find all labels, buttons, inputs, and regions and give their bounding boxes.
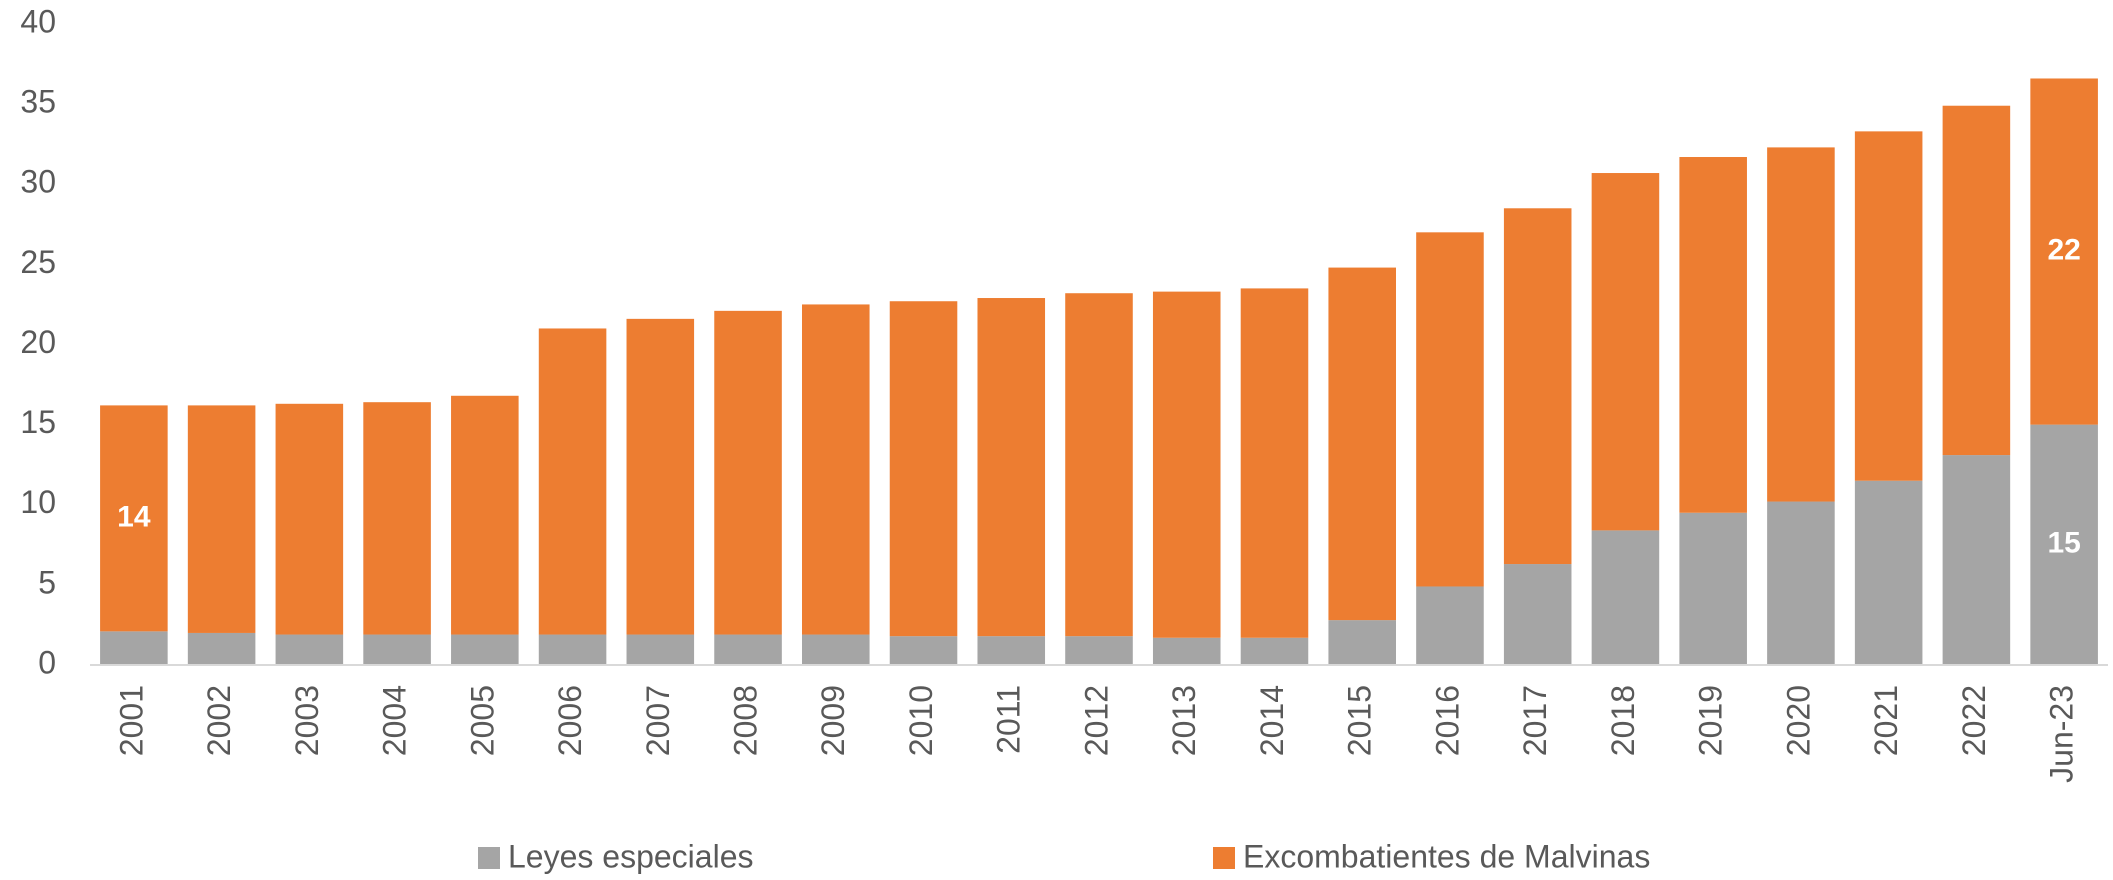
x-tick-label: 2007 — [640, 685, 676, 756]
bar-segment — [363, 634, 431, 665]
bar-segment — [1152, 637, 1221, 665]
bar-segment — [977, 636, 1046, 665]
bar-segment — [1854, 131, 1923, 481]
x-tick-label: 2009 — [815, 685, 851, 756]
bar-segment — [1942, 455, 2011, 665]
bar-segment — [2030, 78, 2098, 425]
bar-segment — [100, 631, 168, 665]
bar-segment — [1854, 480, 1923, 665]
x-tick-label: 2022 — [1956, 685, 1992, 756]
bar-segment — [1416, 232, 1484, 587]
bar-segment — [1240, 288, 1309, 638]
x-tick-label: 2021 — [1868, 685, 1904, 756]
bar-segment — [1328, 267, 1396, 621]
x-tick-label: 2012 — [1078, 685, 1114, 756]
y-tick-label: 30 — [20, 164, 56, 200]
y-tick-label: 40 — [20, 3, 56, 39]
bar-segment — [1767, 147, 1835, 502]
bar-segment — [889, 636, 958, 665]
legend-label: Excombatientes de Malvinas — [1243, 838, 1650, 874]
x-tick-label: 2002 — [201, 685, 237, 756]
bar-segment — [187, 405, 256, 633]
bar-segment — [626, 318, 695, 635]
data-label: 22 — [2047, 233, 2080, 266]
bar-segment — [1416, 586, 1484, 665]
x-tick-label: 2016 — [1429, 685, 1465, 756]
bar-segment — [889, 301, 958, 637]
y-tick-label: 5 — [38, 564, 56, 600]
bar-segment — [1065, 293, 1133, 637]
bar-segment — [1679, 157, 1747, 513]
y-tick-label: 20 — [20, 324, 56, 360]
x-tick-label: 2005 — [464, 685, 500, 756]
bar-segment — [538, 328, 607, 635]
bar-segment — [1679, 512, 1747, 665]
bar-segment — [1328, 620, 1396, 665]
x-tick-label: 2010 — [903, 685, 939, 756]
x-tick-label: 2017 — [1517, 685, 1553, 756]
data-label: 15 — [2047, 527, 2080, 560]
bar-segment — [1591, 530, 1660, 665]
y-tick-label: 35 — [20, 84, 56, 120]
bar-segment — [802, 304, 870, 635]
bar-segment — [714, 634, 782, 665]
bar-segment — [538, 634, 607, 665]
legend-swatch — [478, 847, 500, 869]
bar-segment — [977, 298, 1046, 637]
x-tick-label: Jun-23 — [2044, 685, 2080, 783]
bar-segment — [363, 402, 431, 635]
bar-segment — [275, 634, 344, 665]
bar-segment — [187, 632, 256, 665]
x-tick-label: 2019 — [1693, 685, 1729, 756]
x-tick-label: 2008 — [727, 685, 763, 756]
bar-segment — [1240, 637, 1309, 665]
y-tick-label: 0 — [38, 644, 56, 680]
bar-segment — [1942, 105, 2011, 456]
legend-label: Leyes especiales — [508, 838, 753, 874]
bar-segment — [802, 634, 870, 665]
y-tick-label: 10 — [20, 484, 56, 520]
bar-segment — [1503, 564, 1572, 665]
y-tick-label: 15 — [20, 404, 56, 440]
bar-segment — [451, 395, 519, 635]
bar-segment — [626, 634, 695, 665]
bar-segment — [100, 405, 168, 632]
y-tick-label: 25 — [20, 244, 56, 280]
bar-segment — [1591, 173, 1660, 531]
bar-segment — [1767, 501, 1835, 665]
bar-segment — [2030, 424, 2098, 665]
x-tick-label: 2013 — [1166, 685, 1202, 756]
bar-segment — [714, 310, 782, 635]
x-tick-label: 2014 — [1254, 685, 1290, 756]
legend-swatch — [1213, 847, 1235, 869]
bar-segment — [1503, 208, 1572, 565]
x-tick-label: 2001 — [113, 685, 149, 756]
x-tick-label: 2018 — [1605, 685, 1641, 756]
bar-segment — [1065, 636, 1133, 665]
x-tick-label: 2011 — [991, 685, 1027, 754]
x-tick-label: 2020 — [1780, 685, 1816, 756]
bar-segment — [451, 634, 519, 665]
x-tick-label: 2015 — [1342, 685, 1378, 756]
x-tick-label: 2004 — [377, 685, 413, 756]
x-tick-label: 2006 — [552, 685, 588, 756]
data-label: 14 — [117, 500, 151, 533]
bar-segment — [1152, 291, 1221, 638]
bar-segment — [275, 403, 344, 635]
x-tick-label: 2003 — [289, 685, 325, 756]
